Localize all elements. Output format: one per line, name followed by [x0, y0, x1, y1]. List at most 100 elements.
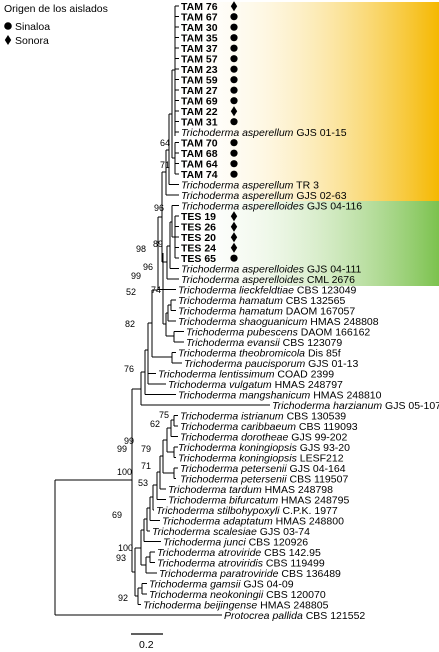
- species-name: Trichoderma shaoguanicum: [178, 316, 308, 328]
- bootstrap-value: 64: [160, 138, 170, 148]
- taxon-label: TAM 69: [181, 96, 218, 108]
- taxon-label: TAM 35: [181, 33, 218, 45]
- taxon-label: Trichoderma atroviride CBS 142.95: [157, 547, 321, 559]
- sinaloa-marker: [230, 149, 238, 157]
- taxon-label: TAM 68: [181, 148, 218, 160]
- sonora-marker: [230, 232, 238, 243]
- strain-code: GJS 01-15: [293, 127, 346, 139]
- taxon-label: TAM 37: [181, 43, 218, 55]
- scale-bar: 0.2: [131, 633, 163, 651]
- species-name: Trichoderma lieckfeldtiae: [178, 285, 294, 297]
- strain-code: C.P.K. 1977: [280, 505, 338, 517]
- species-name: Trichoderma hamatum: [178, 295, 283, 307]
- bootstrap-value: 93: [116, 553, 126, 563]
- sinaloa-marker: [230, 97, 238, 105]
- strain-code: CBS 120070: [263, 589, 326, 601]
- sinaloa-marker: [230, 44, 238, 52]
- taxon-label: Trichoderma vulgatum HMAS 248797: [168, 379, 343, 391]
- species-name: Trichoderma adaptatum: [162, 516, 273, 528]
- sinaloa-marker: [230, 34, 238, 42]
- strain-code: DAOM 166162: [298, 327, 371, 339]
- species-name: Trichoderma lentissimum: [158, 369, 275, 381]
- legend-diamond-marker: [4, 35, 12, 45]
- sonora-marker: [230, 106, 238, 117]
- bootstrap-value: 62: [150, 419, 160, 429]
- species-name: Trichoderma harzianum: [272, 400, 382, 412]
- taxon-label: Trichoderma koningiopsis LESF212: [178, 453, 344, 465]
- species-name: Trichoderma koningiopsis: [178, 453, 298, 465]
- strain-code: CBS 130539: [284, 411, 347, 423]
- strain-code: GJS 04-116: [304, 201, 362, 213]
- taxon-label: TAM 57: [181, 54, 218, 66]
- bootstrap-value: 52: [126, 287, 136, 297]
- strain-code: HMAS 248795: [278, 495, 349, 507]
- sonora-marker: [230, 1, 238, 12]
- taxon-label: Trichoderma junci CBS 120926: [163, 537, 308, 549]
- bootstrap-value: 75: [159, 410, 169, 420]
- taxon-label: Trichoderma paratroviride CBS 136489: [159, 568, 341, 580]
- strain-code: TR 3: [293, 180, 319, 192]
- bootstrap-value: 98: [136, 244, 146, 254]
- strain-code: CBS 123079: [280, 337, 343, 349]
- bootstrap-value: 100: [117, 467, 132, 477]
- bootstrap-value: 96: [154, 203, 164, 213]
- species-name: Trichoderma junci: [163, 537, 246, 549]
- bootstrap-value: 99: [117, 444, 127, 454]
- bootstrap-value: 69: [112, 510, 122, 520]
- species-name: Trichoderma asperellum: [181, 127, 294, 139]
- species-name: Trichoderma asperelloides: [181, 274, 305, 286]
- species-name: Trichoderma asperelloides: [181, 201, 305, 213]
- species-name: Trichoderma mangshanicum: [178, 390, 311, 402]
- taxon-label: Trichoderma asperelloides GJS 04-111: [181, 264, 362, 276]
- species-name: Trichoderma vulgatum: [168, 379, 272, 391]
- strain-code: GJS 01-13: [305, 358, 358, 370]
- taxon-label: Trichoderma evansii CBS 123079: [186, 337, 342, 349]
- taxon-label: TAM 31: [181, 117, 218, 129]
- species-name: Trichoderma koningiopsis: [178, 442, 298, 454]
- bootstrap-value: 99: [124, 436, 134, 446]
- taxon-label: Trichoderma tardum HMAS 248798: [168, 484, 333, 496]
- species-name: Trichoderma gamsii: [149, 579, 241, 591]
- sonora-marker: [230, 242, 238, 253]
- taxon-label: TAM 76: [181, 1, 218, 13]
- taxon-label: Trichoderma caribbaeum CBS 119093: [180, 421, 358, 433]
- strain-code: GJS 04-09: [240, 579, 293, 591]
- taxon-label: Protocrea pallida CBS 121552: [224, 610, 365, 622]
- taxon-label: Trichoderma istrianum CBS 130539: [180, 411, 346, 423]
- taxon-label: Trichoderma hamatum CBS 132565: [178, 295, 345, 307]
- species-name: Trichoderma evansii: [186, 337, 280, 349]
- sinaloa-marker: [230, 65, 238, 73]
- taxon-label: Trichoderma petersenii CBS 119507: [180, 474, 348, 486]
- sinaloa-marker: [230, 160, 238, 168]
- taxon-label: Trichoderma stilbohypoxyli C.P.K. 1977: [156, 505, 338, 517]
- species-name: Trichoderma pubescens: [186, 327, 299, 339]
- species-name: Trichoderma asperelloides: [181, 264, 305, 276]
- strain-code: CML 2676: [304, 274, 355, 286]
- taxon-label: Trichoderma shaoguanicum HMAS 248808: [178, 316, 379, 328]
- taxon-label: TAM 70: [181, 138, 218, 150]
- taxon-label: Trichoderma atroviridis CBS 119499: [157, 558, 325, 570]
- taxon-label: Trichoderma theobromicola Dis 85f: [178, 348, 341, 360]
- bootstrap-value: 76: [124, 364, 134, 374]
- bootstrap-value: 100: [118, 543, 133, 553]
- species-name: Trichoderma asperellum: [181, 190, 294, 202]
- legend-label-sonora: Sonora: [15, 35, 49, 47]
- strain-code: GJS 03-74: [257, 526, 310, 538]
- species-name: Trichoderma bifurcatum: [168, 495, 278, 507]
- sinaloa-marker: [230, 23, 238, 31]
- taxon-label: Trichoderma asperellum GJS 01-15: [181, 127, 347, 139]
- taxon-label: Trichoderma lentissimum COAD 2399: [158, 369, 334, 381]
- strain-code: HMAS 248798: [262, 484, 333, 496]
- species-name: Trichoderma petersenii: [180, 474, 287, 486]
- taxon-label: Trichoderma asperelloides GJS 04-116: [181, 201, 362, 213]
- strain-code: HMAS 248805: [257, 600, 328, 612]
- strain-code: GJS 04-111: [304, 264, 362, 276]
- strain-code: GJS 93-20: [297, 442, 350, 454]
- asperellum-clade-highlight: [176, 2, 439, 201]
- strain-code: GJS 04-164: [287, 463, 346, 475]
- species-name: Trichoderma istrianum: [180, 411, 284, 423]
- strain-code: CBS 120926: [246, 537, 309, 549]
- bootstrap-value: 79: [141, 444, 151, 454]
- species-name: Trichoderma caribbaeum: [180, 421, 296, 433]
